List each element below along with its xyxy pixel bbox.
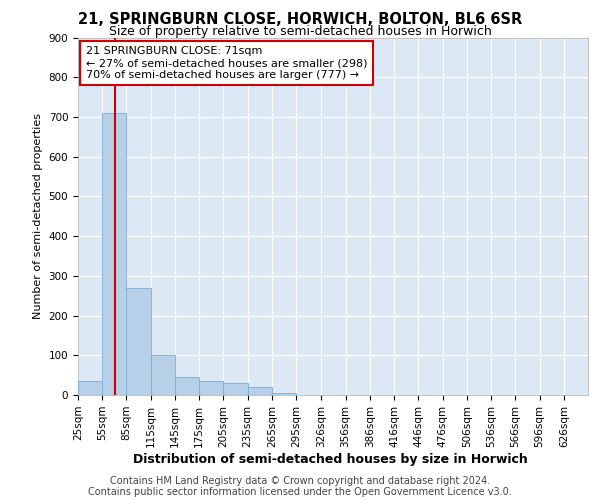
Bar [272, 393, 296, 395]
Text: 21 SPRINGBURN CLOSE: 71sqm
← 27% of semi-detached houses are smaller (298)
70% o: 21 SPRINGBURN CLOSE: 71sqm ← 27% of semi… [86, 46, 367, 80]
Text: Distribution of semi-detached houses by size in Horwich: Distribution of semi-detached houses by … [133, 452, 527, 466]
Bar [102, 113, 127, 395]
Bar [248, 387, 272, 395]
Bar [151, 356, 175, 395]
Y-axis label: Number of semi-detached properties: Number of semi-detached properties [33, 114, 43, 320]
Bar [127, 288, 151, 395]
Text: Contains public sector information licensed under the Open Government Licence v3: Contains public sector information licen… [88, 487, 512, 497]
Bar [199, 381, 223, 395]
Bar [78, 381, 102, 395]
Text: 21, SPRINGBURN CLOSE, HORWICH, BOLTON, BL6 6SR: 21, SPRINGBURN CLOSE, HORWICH, BOLTON, B… [78, 12, 522, 28]
Text: Contains HM Land Registry data © Crown copyright and database right 2024.: Contains HM Land Registry data © Crown c… [110, 476, 490, 486]
Bar [175, 377, 199, 395]
Text: Size of property relative to semi-detached houses in Horwich: Size of property relative to semi-detach… [109, 25, 491, 38]
Bar [223, 383, 248, 395]
